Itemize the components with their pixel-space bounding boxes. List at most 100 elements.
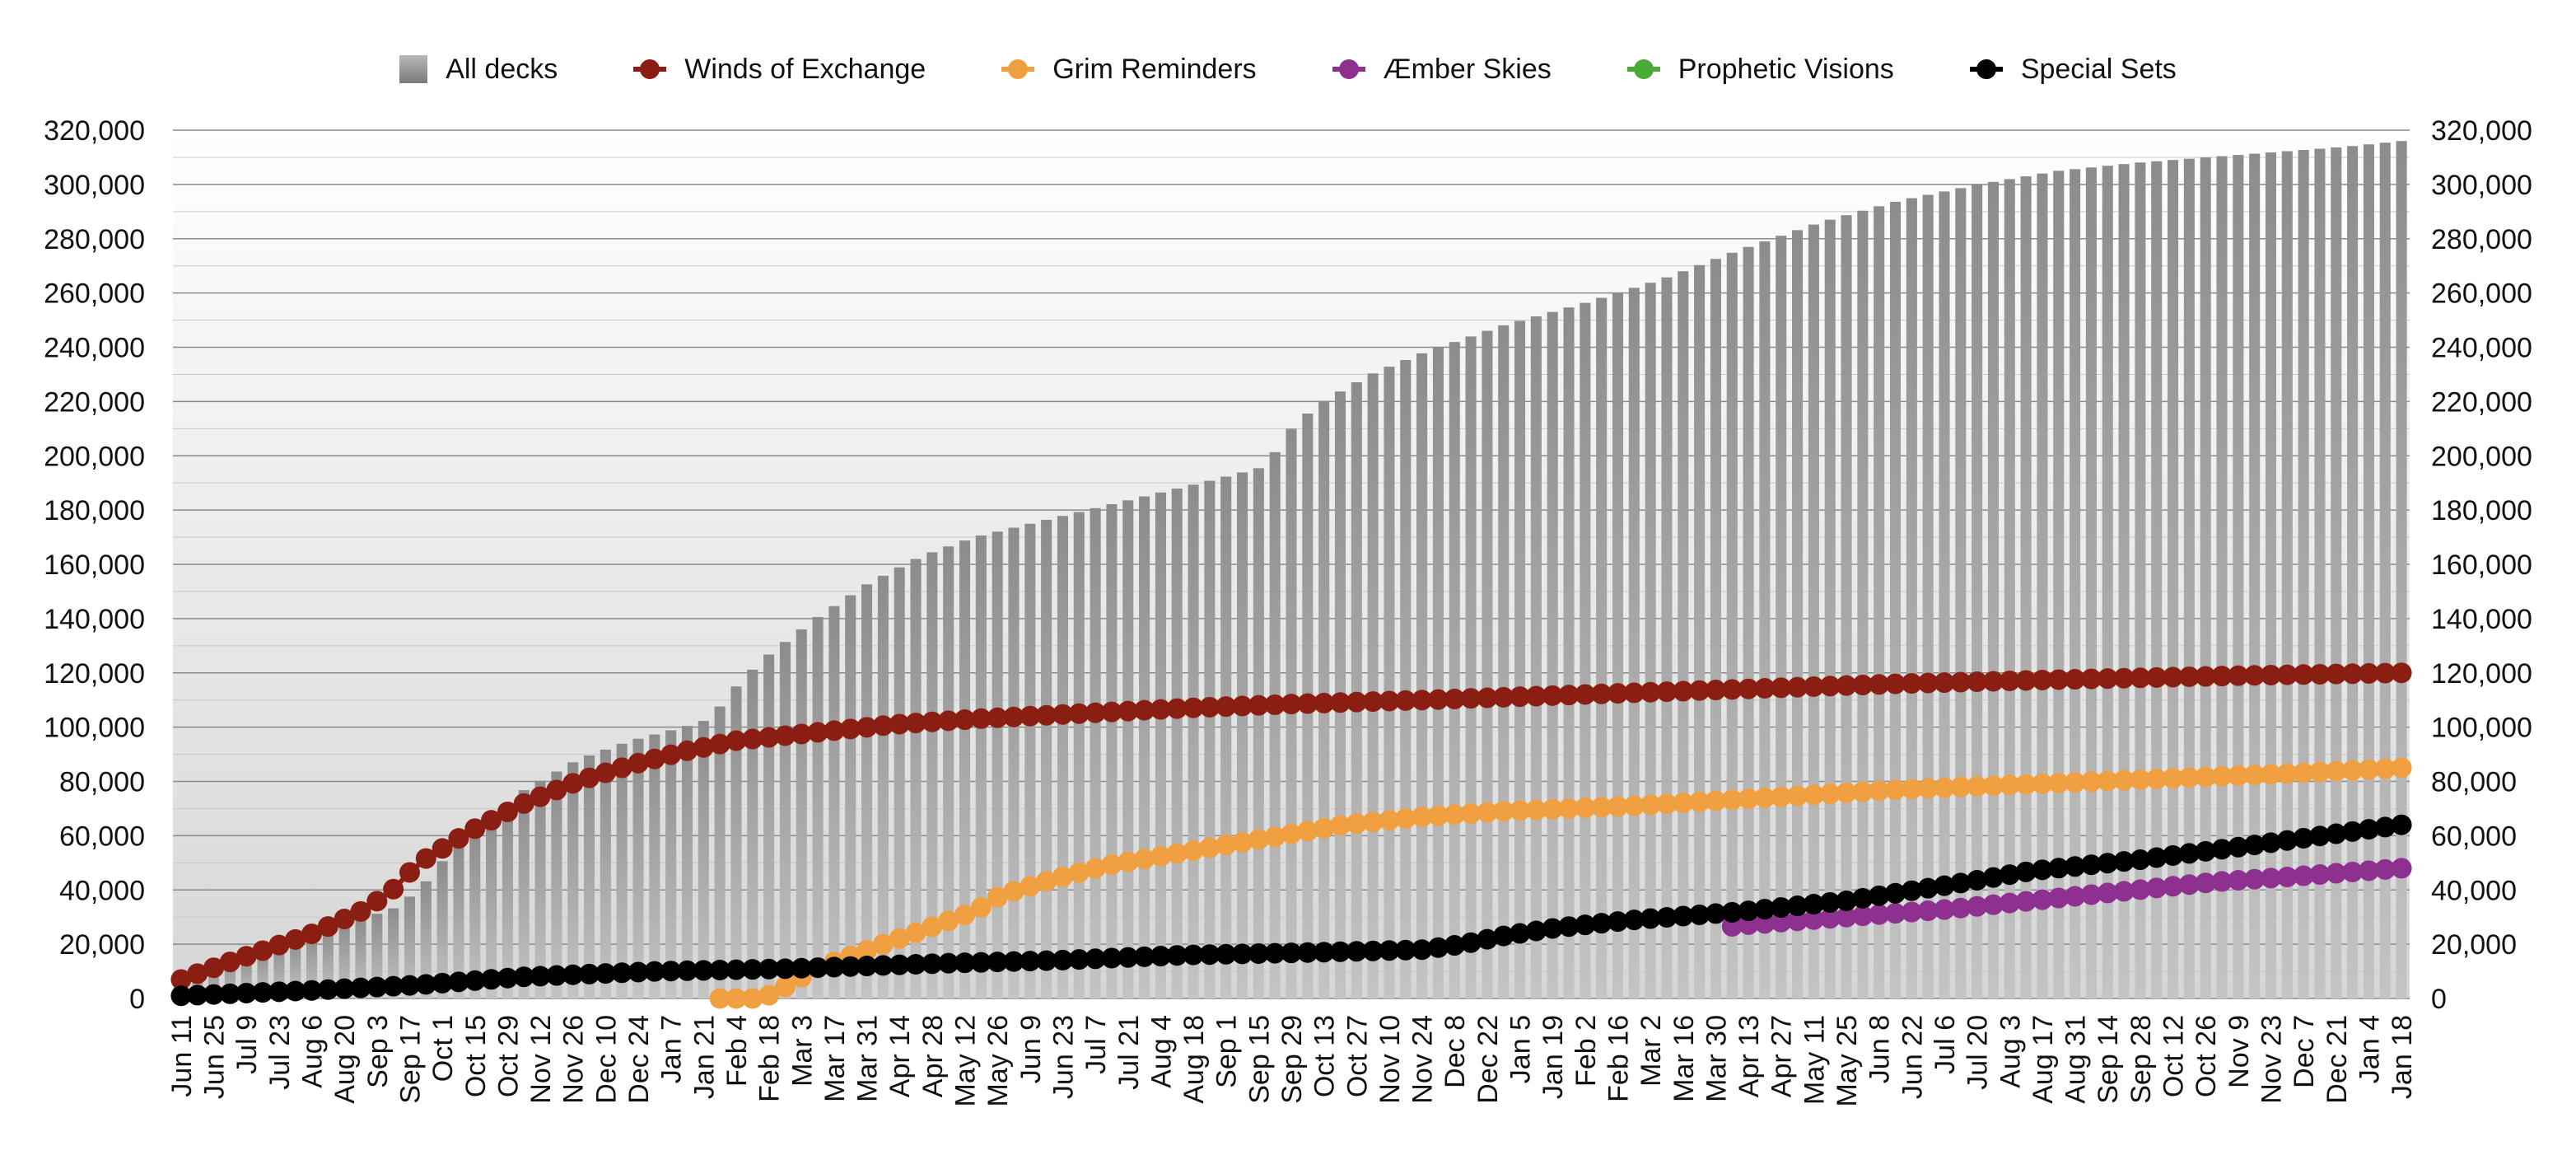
- point-winds-of-exchange: [1183, 697, 1204, 718]
- point-special-sets: [187, 984, 208, 1006]
- point-winds-of-exchange: [2374, 662, 2396, 684]
- point-special-sets: [1427, 937, 1449, 958]
- point-mber-skies: [2342, 861, 2364, 882]
- point-mber-skies: [2276, 866, 2298, 887]
- point-winds-of-exchange: [1118, 700, 1139, 722]
- y-tick-label-right: 160,000: [2431, 549, 2532, 581]
- bar-all-decks: [1759, 241, 1771, 999]
- x-tick-label: Mar 16: [1668, 1015, 1700, 1102]
- point-grim-reminders: [1427, 805, 1449, 826]
- point-special-sets: [497, 967, 518, 989]
- bar-all-decks: [2167, 160, 2179, 999]
- point-winds-of-exchange: [1705, 680, 1726, 701]
- point-special-sets: [1673, 905, 1694, 927]
- bar-all-decks: [959, 540, 971, 998]
- point-winds-of-exchange: [1819, 676, 1841, 697]
- point-grim-reminders: [2244, 765, 2266, 786]
- point-special-sets: [219, 983, 240, 1004]
- bar-all-decks: [469, 827, 481, 998]
- point-winds-of-exchange: [1869, 674, 1890, 695]
- bar-all-decks: [1857, 210, 1869, 998]
- point-winds-of-exchange: [2015, 670, 2037, 691]
- point-grim-reminders: [758, 984, 780, 1006]
- point-mber-skies: [2293, 865, 2314, 886]
- point-winds-of-exchange: [1673, 680, 1694, 702]
- point-grim-reminders: [2358, 759, 2379, 780]
- point-grim-reminders: [1248, 829, 1269, 850]
- point-special-sets: [1819, 891, 1841, 913]
- bar-all-decks: [665, 730, 677, 998]
- point-winds-of-exchange: [660, 744, 682, 765]
- point-winds-of-exchange: [2326, 663, 2347, 685]
- bar-all-decks: [2118, 164, 2130, 998]
- legend-label-winds-of-exchange: Winds of Exchange: [684, 53, 926, 85]
- point-winds-of-exchange: [1934, 672, 1955, 694]
- legend: All decks Winds of Exchange Grim Reminde…: [0, 43, 2576, 96]
- x-tick-label: Mar 2: [1636, 1015, 1667, 1087]
- point-grim-reminders: [1346, 813, 1367, 835]
- point-winds-of-exchange: [1379, 690, 1400, 712]
- point-special-sets: [1771, 897, 1792, 919]
- point-special-sets: [268, 981, 290, 1003]
- point-winds-of-exchange: [628, 752, 649, 774]
- point-winds-of-exchange: [464, 818, 486, 839]
- point-winds-of-exchange: [824, 720, 845, 741]
- bar-all-decks: [992, 531, 1003, 998]
- bar-all-decks: [1171, 489, 1183, 998]
- point-special-sets: [1329, 941, 1351, 962]
- bar-all-decks: [1122, 500, 1134, 998]
- point-winds-of-exchange: [1917, 672, 1939, 694]
- point-special-sets: [1166, 945, 1188, 966]
- bar-all-decks: [698, 721, 709, 998]
- point-winds-of-exchange: [1852, 674, 1874, 695]
- x-tick-label: Jul 9: [231, 1015, 263, 1074]
- point-special-sets: [758, 958, 780, 980]
- legend-swatch-grim-reminders: [1001, 59, 1035, 79]
- point-mber-skies: [2048, 887, 2070, 909]
- bar-all-decks: [714, 706, 726, 998]
- bar-all-decks: [2151, 161, 2163, 998]
- y-tick-label-left: 100,000: [44, 713, 145, 744]
- point-mber-skies: [2309, 864, 2331, 886]
- point-mber-skies: [1967, 895, 1988, 917]
- point-special-sets: [611, 962, 632, 984]
- point-winds-of-exchange: [301, 924, 323, 945]
- point-grim-reminders: [1999, 774, 2020, 796]
- point-winds-of-exchange: [1199, 696, 1220, 718]
- bar-all-decks: [943, 546, 954, 998]
- point-grim-reminders: [872, 933, 894, 955]
- point-grim-reminders: [1264, 826, 1286, 848]
- x-tick-label: Nov 23: [2256, 1015, 2288, 1104]
- point-grim-reminders: [1329, 815, 1351, 836]
- point-special-sets: [1183, 944, 1204, 966]
- point-special-sets: [791, 957, 812, 979]
- point-special-sets: [1787, 895, 1808, 917]
- bar-all-decks: [1661, 277, 1673, 998]
- point-winds-of-exchange: [1607, 683, 1628, 704]
- point-grim-reminders: [1640, 794, 1661, 816]
- point-winds-of-exchange: [693, 736, 714, 758]
- bar-all-decks: [894, 567, 905, 998]
- point-special-sets: [562, 964, 584, 985]
- point-winds-of-exchange: [1232, 695, 1253, 717]
- bar-all-decks: [1024, 523, 1036, 998]
- point-special-sets: [399, 975, 420, 996]
- point-winds-of-exchange: [1982, 671, 2004, 692]
- x-tick-label: Nov 10: [1374, 1015, 1406, 1104]
- point-grim-reminders: [1150, 845, 1171, 867]
- point-grim-reminders: [1623, 795, 1645, 816]
- point-winds-of-exchange: [856, 717, 878, 738]
- point-grim-reminders: [1705, 790, 1726, 811]
- point-grim-reminders: [1460, 802, 1482, 824]
- point-special-sets: [1885, 882, 1906, 904]
- x-tick-label: Aug 6: [297, 1015, 329, 1088]
- point-grim-reminders: [1036, 871, 1057, 892]
- point-winds-of-exchange: [1248, 694, 1269, 716]
- point-special-sets: [644, 961, 665, 982]
- point-special-sets: [1444, 935, 1465, 956]
- x-tick-label: Jul 7: [1080, 1015, 1112, 1074]
- point-special-sets: [285, 980, 306, 1002]
- point-special-sets: [1950, 872, 1972, 894]
- point-grim-reminders: [2309, 761, 2331, 783]
- bar-all-decks: [2298, 149, 2309, 998]
